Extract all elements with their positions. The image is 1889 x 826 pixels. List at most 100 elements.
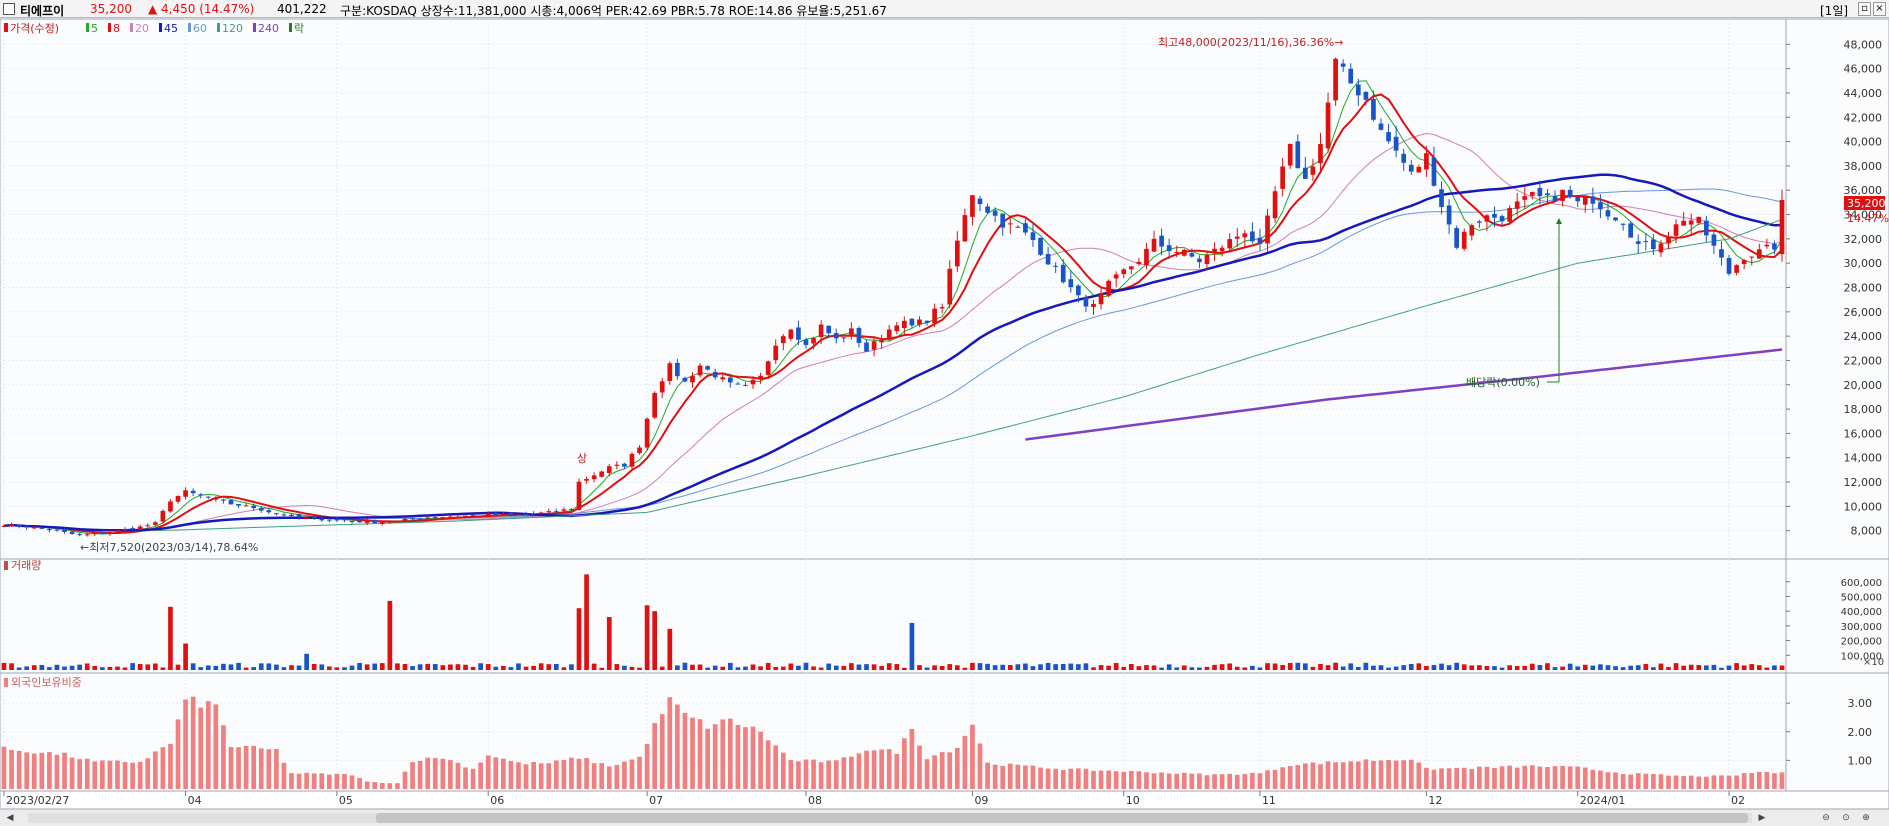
foreign-bar bbox=[1015, 764, 1021, 789]
volume-bar bbox=[1726, 665, 1732, 670]
foreign-bar bbox=[697, 719, 703, 789]
price-tick-label: 30,000 bbox=[1844, 257, 1883, 270]
foreign-bar bbox=[841, 757, 847, 789]
candle-body bbox=[1537, 187, 1543, 197]
volume-bar bbox=[1355, 667, 1361, 670]
candle-body bbox=[902, 320, 907, 329]
scroll-left-icon[interactable]: ◀ bbox=[6, 813, 14, 823]
candle-body bbox=[1023, 223, 1028, 233]
volume-bar bbox=[145, 664, 151, 670]
foreign-bar bbox=[160, 747, 166, 789]
candle-body bbox=[1250, 231, 1255, 242]
candle-body bbox=[77, 534, 83, 536]
foreign-bar bbox=[379, 782, 385, 789]
foreign-bar bbox=[531, 761, 536, 789]
scroll-right-icon[interactable]: ▶ bbox=[1758, 813, 1766, 823]
foreign-bar bbox=[977, 743, 983, 789]
price-tick-label: 10,000 bbox=[1844, 500, 1883, 513]
foreign-bar bbox=[879, 749, 884, 789]
foreign-bar bbox=[720, 719, 726, 789]
candle-body bbox=[1711, 234, 1717, 246]
foreign-bar bbox=[1499, 766, 1505, 789]
legend-swatch-6 bbox=[253, 23, 256, 32]
volume-bar bbox=[1696, 665, 1702, 670]
volume-bar bbox=[1348, 663, 1354, 670]
zoom-out-icon[interactable]: ⊖ bbox=[1822, 813, 1830, 823]
foreign-bar bbox=[569, 757, 574, 789]
volume-bar bbox=[1431, 664, 1437, 670]
candle-body bbox=[1386, 132, 1391, 142]
candle-body bbox=[750, 379, 756, 385]
foreign-bar bbox=[357, 778, 362, 789]
candle-body bbox=[1174, 251, 1180, 253]
volume-bar bbox=[1189, 667, 1195, 670]
foreign-bar bbox=[137, 761, 143, 789]
foreign-bar bbox=[1477, 766, 1482, 789]
candle-body bbox=[690, 376, 695, 383]
period-button[interactable]: [1일] bbox=[1820, 4, 1849, 18]
candle-body bbox=[1181, 249, 1187, 256]
candle-body bbox=[1703, 220, 1709, 236]
volume-bar bbox=[1340, 666, 1346, 670]
candle-body bbox=[538, 512, 544, 514]
volume-bar bbox=[886, 663, 892, 670]
candle-body bbox=[1545, 193, 1550, 196]
foreign-bar bbox=[1749, 773, 1755, 789]
volume-bar bbox=[9, 663, 14, 670]
volume-tick-label: 600,000 bbox=[1841, 578, 1882, 589]
volume-bar bbox=[902, 667, 907, 670]
candle-body bbox=[1363, 91, 1369, 100]
foreign-bar bbox=[1416, 762, 1422, 789]
foreign-bar bbox=[1212, 774, 1217, 789]
close-icon[interactable]: × bbox=[1873, 2, 1886, 16]
volume-bar bbox=[1272, 663, 1278, 670]
candle-body bbox=[1666, 236, 1671, 244]
volume-bar bbox=[1250, 665, 1255, 670]
volume-bar bbox=[319, 664, 325, 670]
foreign-bar bbox=[1007, 763, 1013, 789]
volume-bar bbox=[1038, 664, 1043, 670]
foreign-bar bbox=[886, 749, 892, 789]
foreign-bar bbox=[152, 751, 158, 789]
price-tick-label: 18,000 bbox=[1844, 403, 1883, 416]
candle-body bbox=[410, 518, 415, 520]
candle-body bbox=[1257, 237, 1263, 244]
scroll-thumb[interactable] bbox=[376, 813, 1748, 823]
candle-body bbox=[886, 329, 892, 340]
volume-bar bbox=[342, 667, 347, 670]
candle-body bbox=[1234, 236, 1240, 239]
volume-bar bbox=[1068, 663, 1074, 670]
volume-tick-label: 400,000 bbox=[1841, 607, 1882, 618]
candle-body bbox=[493, 513, 499, 515]
zoom-in-icon[interactable]: ⊕ bbox=[1862, 813, 1870, 823]
chart-header-bar: 티에프이 35,200 ▲ 4,450 (14.47%) 401,222 구분:… bbox=[0, 0, 1889, 18]
candle-body bbox=[1318, 144, 1323, 164]
panel-checkbox[interactable] bbox=[3, 3, 15, 15]
volume-bar bbox=[1302, 663, 1308, 670]
candle-body bbox=[1280, 166, 1285, 189]
bottom-scrollbar[interactable]: ◀ ▶ ⊖ ⊙ ⊕ bbox=[0, 809, 1889, 826]
candle-body bbox=[319, 518, 325, 521]
volume-bar bbox=[493, 666, 499, 670]
candle-body bbox=[1726, 258, 1732, 274]
foreign-bar bbox=[455, 762, 461, 789]
volume-bar bbox=[553, 663, 559, 670]
volume-bar bbox=[954, 665, 960, 670]
volume-bar bbox=[1234, 666, 1240, 670]
candle-body bbox=[1424, 153, 1429, 170]
foreign-bar bbox=[221, 725, 226, 789]
candle-body bbox=[417, 518, 423, 520]
foreign-bar bbox=[894, 753, 900, 789]
date-tick-label: 07 bbox=[649, 794, 663, 807]
candle-body bbox=[274, 513, 279, 515]
volume-bar bbox=[788, 663, 794, 670]
candle-body bbox=[1651, 239, 1656, 250]
zoom-reset-icon[interactable]: ⊙ bbox=[1842, 813, 1850, 823]
foreign-bar bbox=[1628, 774, 1634, 789]
candle-body bbox=[334, 519, 340, 521]
foreign-bar bbox=[205, 701, 211, 789]
maximize-icon[interactable]: ▫ bbox=[1858, 2, 1871, 16]
foreign-bar bbox=[1772, 773, 1777, 789]
candle-body bbox=[546, 511, 552, 513]
